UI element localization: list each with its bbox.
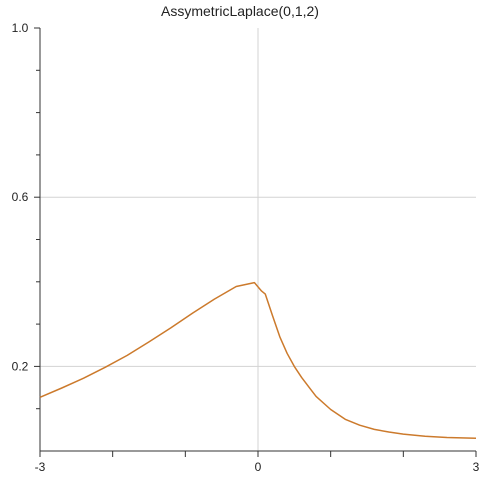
series-layer bbox=[39, 281, 477, 440]
x-tick-label: -3 bbox=[35, 460, 46, 474]
y-tick-label: 0.2 bbox=[12, 359, 29, 373]
y-tick-label: 1.0 bbox=[12, 21, 29, 35]
y-tick-label: 0.6 bbox=[12, 190, 29, 204]
x-tick-label: 3 bbox=[473, 460, 480, 474]
chart-title: AssymetricLaplace(0,1,2) bbox=[161, 3, 319, 19]
x-tick-label: 0 bbox=[255, 460, 262, 474]
ticks: -3 0 3 0.2 0.6 1.0 bbox=[12, 21, 480, 474]
density-line bbox=[39, 281, 477, 440]
grid-lines bbox=[40, 28, 476, 451]
